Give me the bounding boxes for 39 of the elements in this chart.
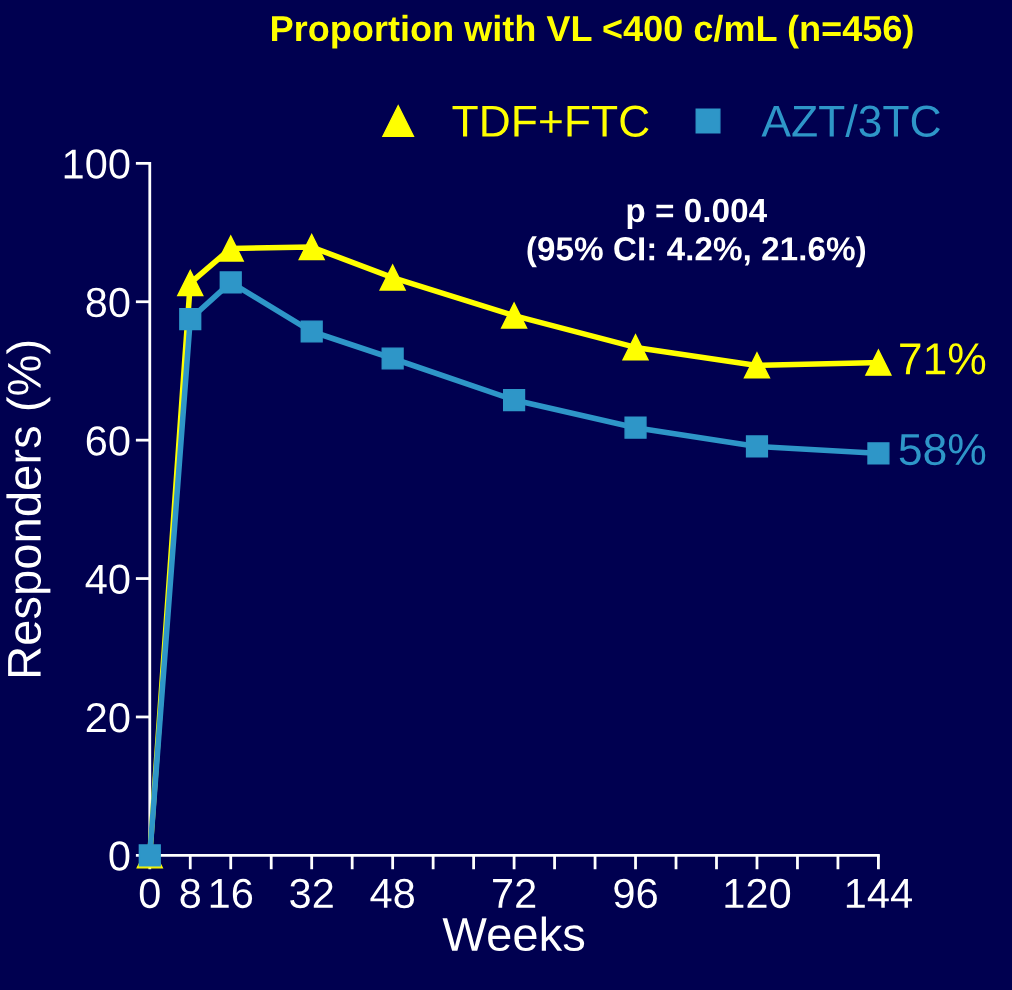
- x-tick-label: 96: [614, 878, 657, 909]
- x-tick-label: 8: [180, 878, 201, 909]
- point: [298, 233, 325, 261]
- point: [177, 269, 204, 297]
- x-tick-label: 32: [290, 878, 333, 909]
- annotation: 71%: [900, 343, 986, 375]
- point: [743, 352, 771, 379]
- point: [500, 302, 528, 329]
- point: [502, 388, 526, 412]
- point: [624, 416, 647, 439]
- point: [622, 334, 649, 361]
- x-axis-title: Weeks: [442, 916, 585, 952]
- y-tick-label: 40: [85, 564, 130, 595]
- point: [219, 271, 242, 294]
- point: [300, 320, 323, 343]
- point: [867, 442, 890, 465]
- point: [217, 235, 244, 262]
- y-tick-label: 0: [109, 841, 130, 871]
- x-tick-label: 120: [725, 878, 791, 909]
- x-tick-label: 16: [210, 878, 253, 909]
- x-tick-label: 0: [139, 878, 160, 909]
- x-tick-label: 48: [370, 878, 415, 909]
- point: [179, 307, 202, 331]
- y-tick-label: 100: [64, 149, 130, 179]
- y-tick-label: 20: [86, 702, 130, 733]
- point: [381, 347, 404, 370]
- x-tick-label: 144: [846, 879, 912, 908]
- point: [379, 264, 406, 291]
- y-tick-label: 80: [86, 287, 130, 318]
- annotation: p = 0.004 (95% CI: 4.2%, 21.6%): [527, 198, 866, 268]
- chart-title: Proportion with VL <400 c/mL (n=456): [272, 14, 913, 49]
- y-tick-label: 60: [86, 426, 130, 456]
- point: [865, 349, 892, 376]
- legend-label: AZT/3TC: [761, 104, 940, 137]
- y-axis-title: Responders (%): [6, 341, 51, 677]
- x-tick-label: 72: [493, 878, 536, 908]
- annotation: 58%: [899, 433, 986, 466]
- legend-label: TDF+FTC: [452, 105, 649, 137]
- point: [745, 435, 769, 458]
